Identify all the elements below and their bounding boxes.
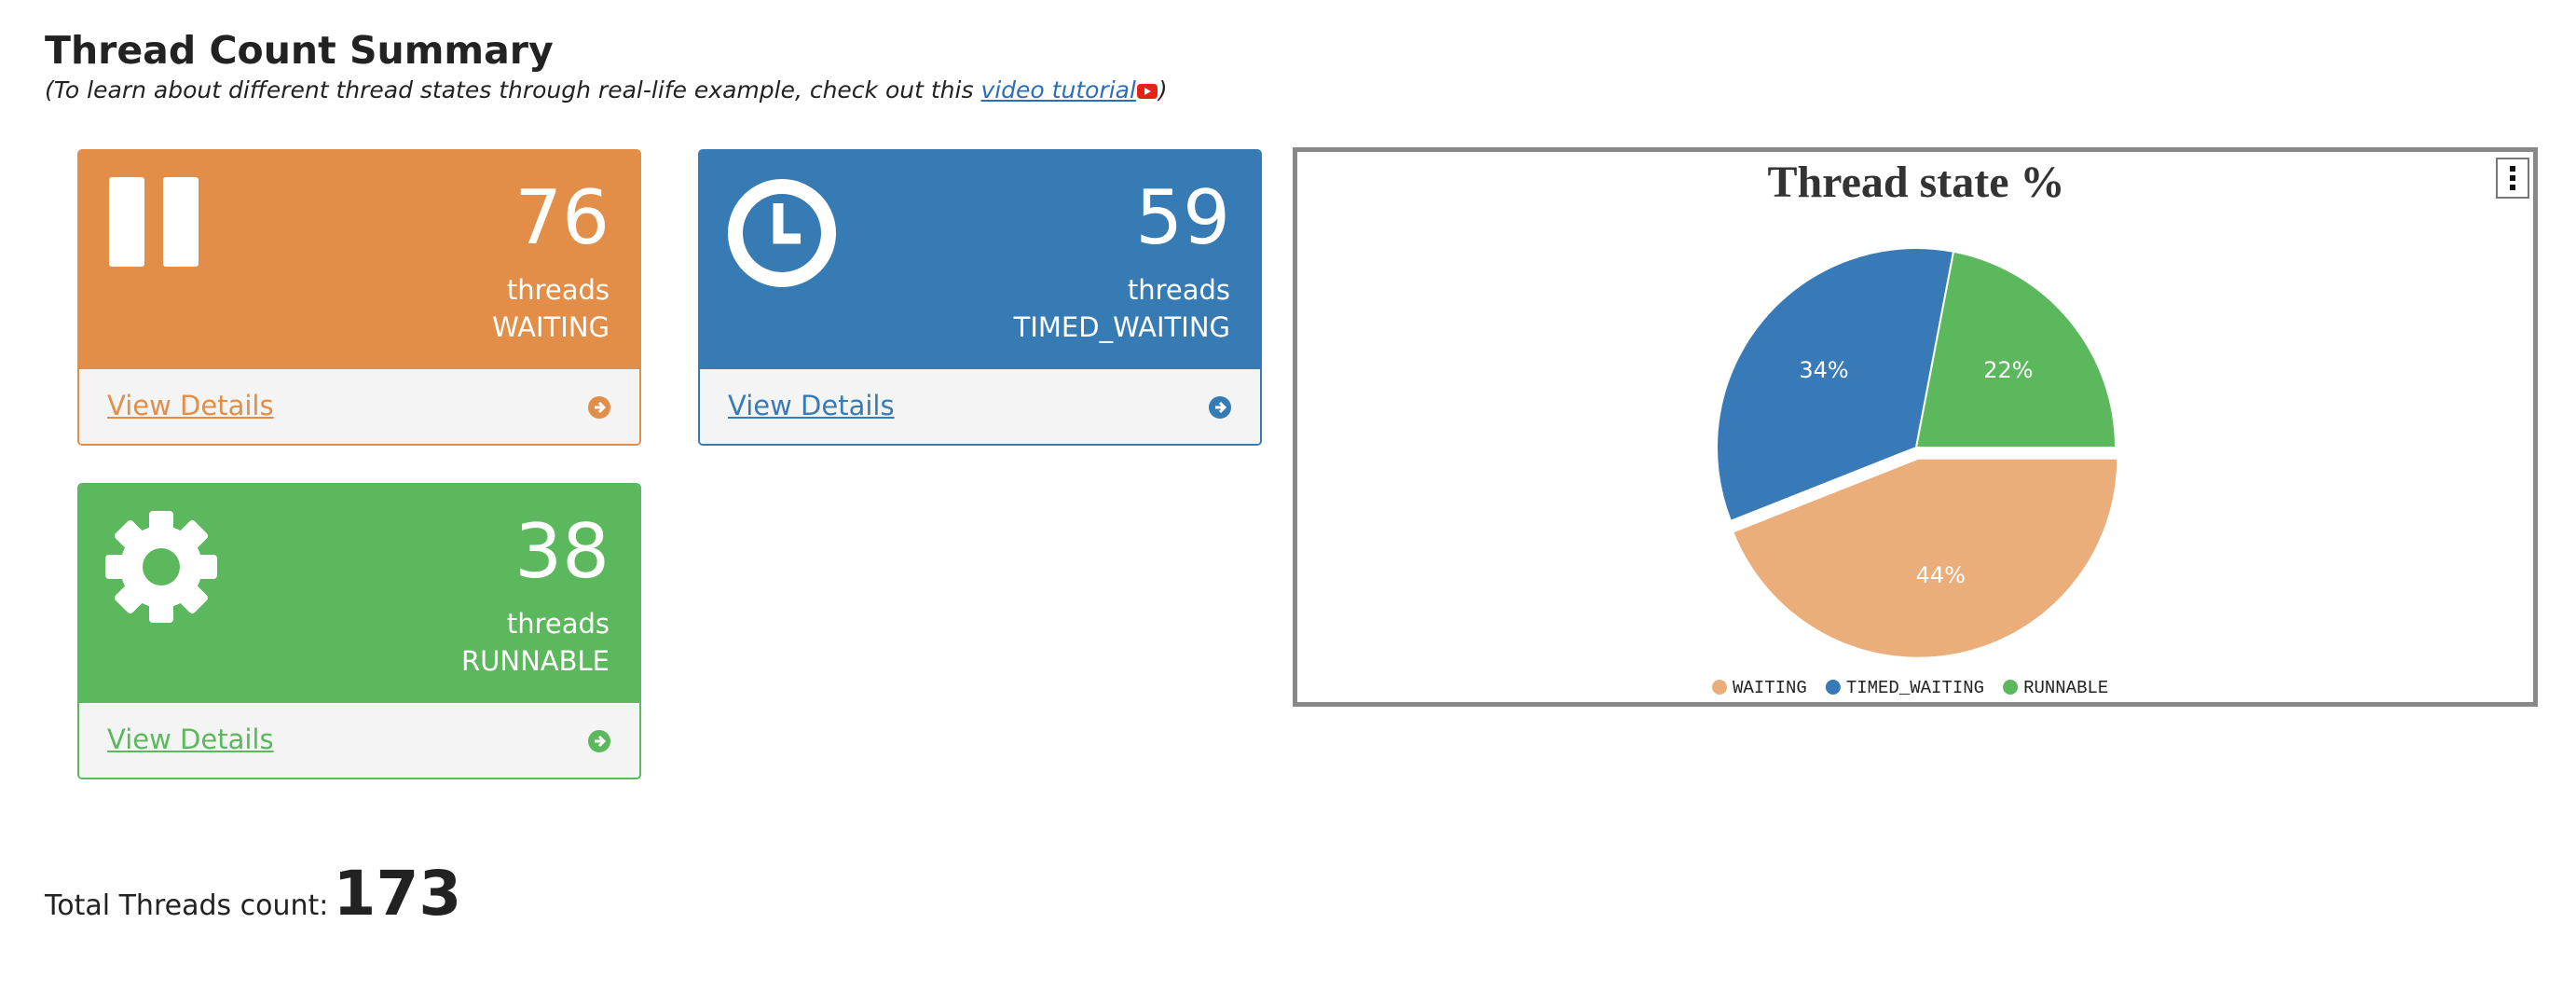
unit: threads: [506, 608, 610, 640]
card-header: 38 threads RUNNABLE: [79, 485, 639, 703]
state: RUNNABLE: [461, 645, 610, 677]
legend-label: TIMED_WAITING: [1846, 678, 1984, 698]
timed-waiting-card: 59 threads TIMED_WAITING View Details: [698, 149, 1262, 446]
card-footer[interactable]: View Details: [700, 369, 1260, 444]
pie-slice: [1716, 247, 1955, 523]
clock-icon: [728, 179, 836, 287]
slice-label: 34%: [1799, 357, 1848, 383]
arrow-icon: [1209, 396, 1231, 419]
card-header: 59 threads TIMED_WAITING: [700, 151, 1260, 369]
legend-label: RUNNABLE: [2023, 678, 2108, 698]
waiting-card: 76 threads WAITING View Details: [77, 149, 641, 446]
card-header: 76 threads WAITING: [79, 151, 639, 369]
tutorial-link[interactable]: video tutorial: [980, 76, 1136, 103]
menu-button[interactable]: [2496, 158, 2529, 199]
subtitle-text: (To learn about different thread states …: [45, 76, 981, 103]
unit: threads: [506, 274, 610, 306]
card-footer[interactable]: View Details: [79, 369, 639, 444]
state: TIMED_WAITING: [1013, 311, 1230, 343]
thread-count: 38: [514, 508, 610, 595]
arrow-icon: [588, 396, 610, 419]
subtitle: (To learn about different thread states …: [45, 76, 1168, 103]
pie-chart: Thread state % 44% 34% 22% WAITING TIMED_WAI…: [1293, 147, 2538, 707]
runnable-card: 38 threads RUNNABLE View Details: [77, 483, 641, 779]
page-title: Thread Count Summary: [45, 28, 554, 73]
card-footer[interactable]: View Details: [79, 703, 639, 778]
pie-slice: [1731, 457, 2119, 659]
view-details[interactable]: View Details: [728, 390, 895, 421]
total-value: 173: [333, 858, 462, 930]
youtube-icon[interactable]: [1136, 83, 1158, 100]
gear-icon: [105, 511, 217, 623]
view-details[interactable]: View Details: [107, 723, 274, 755]
chart-title: Thread state %: [1767, 158, 2064, 207]
state: WAITING: [492, 311, 610, 343]
legend-marker: [1825, 680, 1841, 695]
thread-count: 76: [514, 174, 610, 261]
thread-count: 59: [1135, 174, 1230, 261]
view-details[interactable]: View Details: [107, 390, 274, 421]
subtitle-text: ): [1158, 76, 1168, 103]
legend-marker: [1712, 680, 1727, 695]
slice-label: 44%: [1916, 562, 1966, 588]
pause-icon: [109, 177, 199, 267]
legend-marker: [2003, 680, 2019, 695]
legend-label: WAITING: [1733, 678, 1807, 698]
total: Total Threads count: 173: [45, 858, 461, 930]
pie-slice: [1914, 250, 2117, 448]
unit: threads: [1127, 274, 1230, 306]
slice-label: 22%: [1983, 357, 2033, 383]
arrow-icon: [588, 730, 610, 752]
total-label: Total Threads count:: [45, 889, 329, 922]
